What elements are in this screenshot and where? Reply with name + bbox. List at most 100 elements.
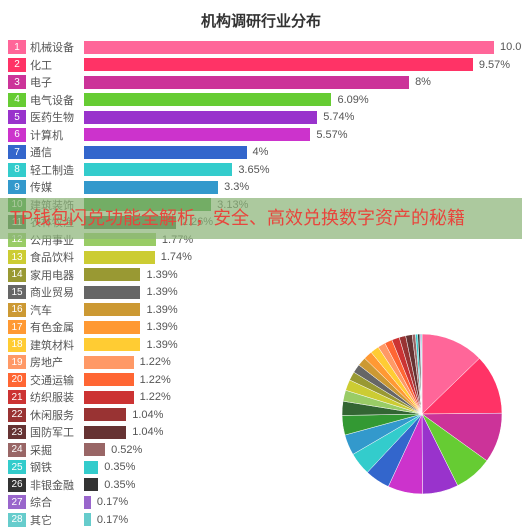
rank-badge: 17 [8,320,26,334]
rank-badge: 16 [8,303,26,317]
bar-wrap: 3.3% [84,180,512,194]
bar-row: 15商业贸易1.39% [8,284,512,300]
bar-pct: 1.04% [132,409,163,421]
bar-label: 交通运输 [30,372,84,388]
bar-label: 纺织服装 [30,389,84,405]
bar-pct: 6.09% [337,94,368,106]
bar [84,373,134,386]
bar [84,111,317,124]
rank-badge: 9 [8,180,26,194]
bar-pct: 0.52% [111,444,142,456]
bar-pct: 9.57% [479,59,510,71]
bar-pct: 0.35% [104,461,135,473]
rank-badge: 18 [8,338,26,352]
rank-badge: 19 [8,355,26,369]
bar-wrap: 1.74% [84,250,512,264]
bar-wrap: 1.39% [84,268,512,282]
bar [84,58,473,71]
bar-wrap: 6.09% [84,93,512,107]
bar [84,408,126,421]
bar-label: 家用电器 [30,267,84,283]
bar-wrap: 4% [84,145,512,159]
bar-row: 5医药生物5.74% [8,109,512,125]
rank-badge: 1 [8,40,26,54]
bar-label: 建筑材料 [30,337,84,353]
bar-label: 通信 [30,144,84,160]
bar-wrap: 9.57% [84,58,512,72]
bar-label: 电子 [30,74,84,90]
bar-label: 轻工制造 [30,162,84,178]
bar-label: 食品饮料 [30,249,84,265]
bar-row: 14家用电器1.39% [8,267,512,283]
bar-pct: 0.17% [97,514,128,526]
bar-row: 9传媒3.3% [8,179,512,195]
rank-badge: 15 [8,285,26,299]
bar [84,146,247,159]
bar [84,461,98,474]
bar-label: 国防军工 [30,424,84,440]
bar-row: 16 汽车 1.39% [8,302,512,318]
bar-label: 非银金融 [30,477,84,493]
bar-pct: 1.22% [140,391,171,403]
rank-badge: 28 [8,513,26,527]
bar-pct: 1.39% [146,321,177,333]
bar [84,303,140,316]
rank-badge: 8 [8,163,26,177]
rank-badge: 2 [8,58,26,72]
rank-badge: 25 [8,460,26,474]
bar-pct: 1.22% [140,356,171,368]
bar [84,181,218,194]
bar-pct: 0.17% [97,496,128,508]
bar-row: 4电气设备6.09% [8,92,512,108]
bar-wrap: 5.57% [84,128,512,142]
rank-badge: 26 [8,478,26,492]
bar-label: 医药生物 [30,109,84,125]
bar-wrap: 3.65% [84,163,512,177]
bar-wrap: 1.39% [84,285,512,299]
rank-badge: 7 [8,145,26,159]
bar [84,321,140,334]
bar [84,76,409,89]
bar-label: 汽车 [30,302,84,318]
overlay-banner: TP钱包闪兑功能全解析，安全、高效兑换数字资产的秘籍 [0,198,522,239]
bar-pct: 1.39% [146,269,177,281]
bar-pct: 0.35% [104,479,135,491]
bar-pct: 1.22% [140,374,171,386]
rank-badge: 3 [8,75,26,89]
bar-row: 13 食品饮料1.74% [8,249,512,265]
bar-wrap: 8% [84,75,512,89]
bar-label: 化工 [30,57,84,73]
overlay-text: TP钱包闪兑功能全解析，安全、高效兑换数字资产的秘籍 [10,208,465,228]
bar-pct: 1.39% [146,304,177,316]
bar-row: 2 化工 9.57% [8,57,512,73]
bar-row: 1机械设备10.09% [8,39,512,55]
bar-label: 计算机 [30,127,84,143]
bar-pct: 1.04% [132,426,163,438]
bar-pct: 5.57% [316,129,347,141]
bar-label: 采掘 [30,442,84,458]
rank-badge: 20 [8,373,26,387]
bar-wrap: 10.09% [84,40,522,54]
rank-badge: 21 [8,390,26,404]
rank-badge: 24 [8,443,26,457]
bar [84,478,98,491]
bar [84,496,91,509]
rank-badge: 13 [8,250,26,264]
bar [84,443,105,456]
bar-pct: 8% [415,76,431,88]
bar-row: 8 轻工制造3.65% [8,162,512,178]
bar [84,128,310,141]
bar-pct: 3.3% [224,181,249,193]
bar-label: 房地产 [30,354,84,370]
bar-row: 3 电子 8% [8,74,512,90]
bar-label: 机械设备 [30,39,84,55]
bar-wrap: 1.39% [84,303,512,317]
pie-chart [332,324,512,504]
bar [84,251,155,264]
bar [84,356,134,369]
bar-pct: 4% [253,146,269,158]
bar [84,391,134,404]
bar [84,41,494,54]
rank-badge: 5 [8,110,26,124]
bar [84,426,126,439]
